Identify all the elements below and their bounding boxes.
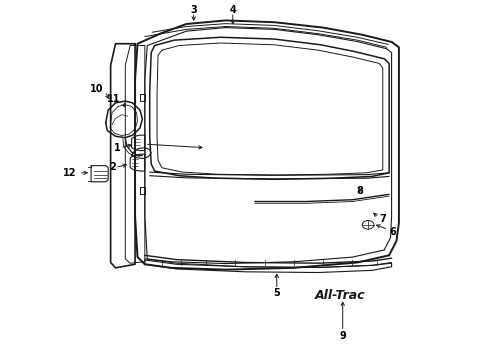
Text: 10: 10 — [90, 84, 103, 94]
Text: 6: 6 — [389, 227, 396, 237]
Text: 11: 11 — [107, 94, 121, 104]
Text: 1: 1 — [114, 143, 121, 153]
Text: 12: 12 — [63, 168, 76, 178]
Text: 2: 2 — [109, 162, 116, 172]
Text: 8: 8 — [356, 186, 363, 196]
Text: All-Trac: All-Trac — [315, 289, 366, 302]
Text: 9: 9 — [340, 331, 346, 341]
Text: 7: 7 — [379, 215, 386, 224]
Text: 3: 3 — [190, 5, 197, 15]
Text: 5: 5 — [273, 288, 280, 298]
Text: 4: 4 — [229, 5, 236, 15]
